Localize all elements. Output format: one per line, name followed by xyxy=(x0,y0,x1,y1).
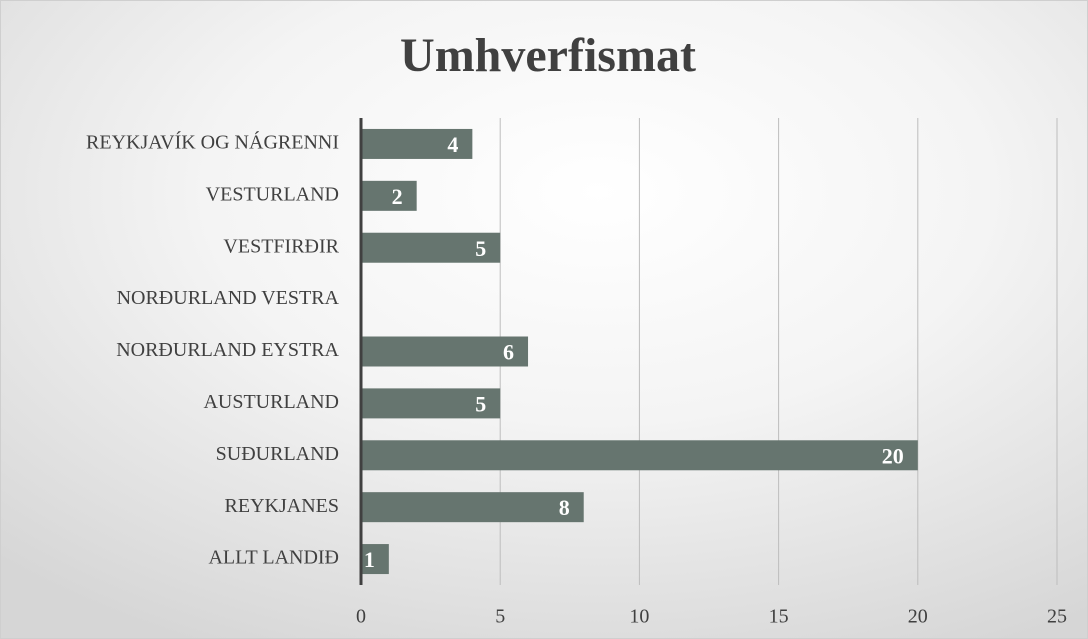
bar xyxy=(361,544,389,575)
data-label: 5 xyxy=(475,236,486,261)
data-label: 2 xyxy=(392,184,403,209)
data-label: 6 xyxy=(503,340,514,365)
x-tick-label: 25 xyxy=(1047,606,1067,628)
data-label: 5 xyxy=(475,391,486,416)
data-label: 4 xyxy=(447,132,458,157)
bar xyxy=(361,128,473,159)
bar xyxy=(361,232,501,263)
y-tick-label: NORÐURLAND VESTRA xyxy=(117,287,340,309)
bar xyxy=(361,388,501,419)
data-label: 20 xyxy=(882,443,904,468)
data-label: 8 xyxy=(559,495,570,520)
y-tick-label: REYKJANES xyxy=(225,495,339,517)
bar xyxy=(361,492,584,523)
bar xyxy=(361,440,918,471)
chart-title: Umhverfismat xyxy=(400,29,696,82)
y-tick-label: NORÐURLAND EYSTRA xyxy=(116,339,339,361)
data-label: 1 xyxy=(364,547,375,572)
x-tick-label: 15 xyxy=(769,606,789,628)
x-tick-label: 5 xyxy=(495,606,505,628)
y-tick-label: SUÐURLAND xyxy=(216,443,339,465)
y-tick-label: REYKJAVÍK OG NÁGRENNI xyxy=(86,131,339,154)
bar xyxy=(361,336,529,367)
x-tick-label: 20 xyxy=(908,606,928,628)
y-tick-label: ALLT LANDIÐ xyxy=(208,547,339,569)
bar xyxy=(361,180,417,211)
y-tick-label: VESTFIRÐIR xyxy=(223,235,339,257)
x-tick-label: 10 xyxy=(629,606,649,628)
y-tick-label: VESTURLAND xyxy=(206,183,339,205)
y-tick-label: AUSTURLAND xyxy=(203,391,339,413)
x-tick-label: 0 xyxy=(356,606,366,628)
